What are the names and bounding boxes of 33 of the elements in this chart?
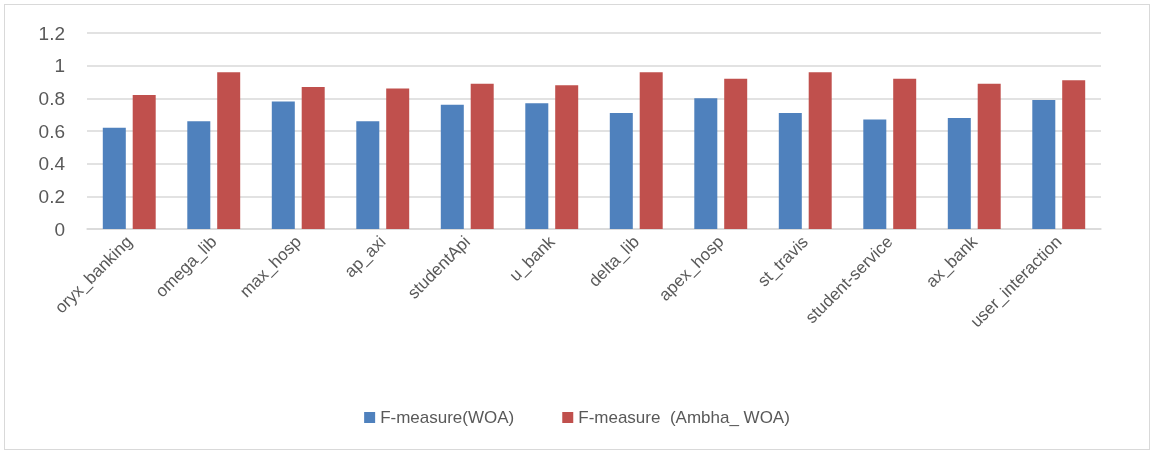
- bar: [1062, 80, 1086, 229]
- legend-label: F-measure(WOA): [380, 408, 515, 427]
- bar: [525, 103, 549, 229]
- bar: [893, 78, 917, 229]
- y-tick-label: 0: [54, 218, 65, 240]
- bar: [356, 121, 380, 229]
- bar: [639, 72, 663, 229]
- y-tick-label: 0.6: [38, 120, 65, 142]
- y-tick-label: 0.4: [38, 153, 66, 175]
- y-tick-label: 1: [54, 55, 65, 77]
- bar: [440, 104, 464, 229]
- bar: [724, 78, 748, 229]
- bar: [808, 72, 832, 229]
- y-tick-label: 0.2: [38, 185, 65, 207]
- bar: [187, 121, 211, 229]
- bar: [470, 83, 494, 229]
- bar: [271, 101, 295, 229]
- y-tick-label: 1.2: [38, 22, 65, 44]
- bar: [778, 113, 802, 229]
- bar: [977, 83, 1001, 229]
- bar: [694, 98, 718, 229]
- bar: [947, 117, 971, 229]
- bar: [386, 88, 410, 229]
- bar: [217, 72, 241, 229]
- y-tick-label: 0.8: [38, 87, 65, 109]
- bar: [555, 85, 579, 229]
- bar: [609, 113, 633, 229]
- legend-label: F-measure (Ambha_ WOA): [578, 408, 790, 427]
- bar: [863, 119, 887, 229]
- bar: [102, 127, 126, 229]
- bar: [132, 95, 156, 229]
- bar: [301, 86, 325, 229]
- bar: [1032, 99, 1056, 229]
